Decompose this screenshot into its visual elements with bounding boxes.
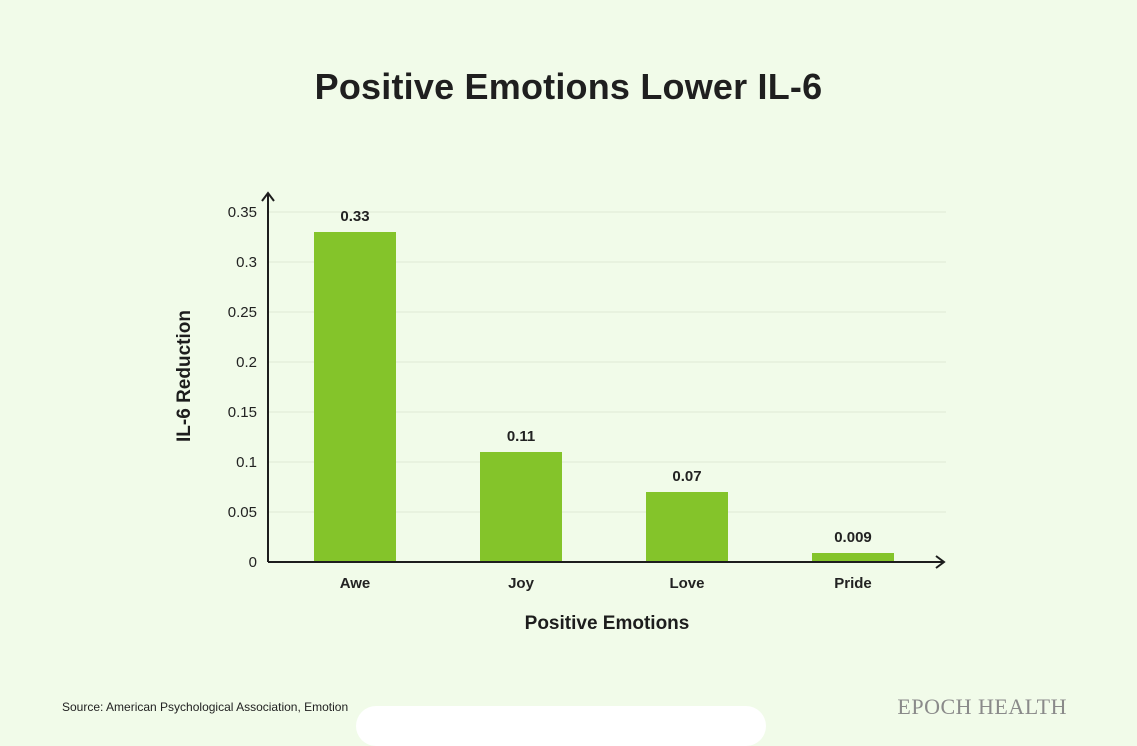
bar-awe bbox=[314, 232, 396, 562]
bar-love bbox=[646, 492, 728, 562]
x-tick-label: Awe bbox=[340, 575, 371, 592]
y-tick-label: 0.2 bbox=[236, 354, 257, 371]
y-tick-label: 0.35 bbox=[228, 204, 257, 221]
y-axis-title: IL-6 Reduction bbox=[174, 310, 195, 442]
y-tick-label: 0.05 bbox=[228, 504, 257, 521]
data-label: 0.07 bbox=[672, 468, 701, 485]
bottom-overlay-pill bbox=[356, 706, 766, 746]
y-tick-label: 0.25 bbox=[228, 304, 257, 321]
y-tick-label: 0.15 bbox=[228, 404, 257, 421]
x-axis-title: Positive Emotions bbox=[525, 613, 690, 634]
source-note: Source: American Psychological Associati… bbox=[62, 700, 349, 714]
bar-joy bbox=[480, 452, 562, 562]
x-tick-label: Pride bbox=[834, 575, 872, 592]
data-label: 0.33 bbox=[340, 208, 369, 225]
x-tick-label: Joy bbox=[508, 575, 535, 592]
y-tick-label: 0.1 bbox=[236, 454, 257, 471]
y-tick-labels: 0 0.05 0.1 0.15 0.2 0.25 0.3 0.35 bbox=[228, 204, 257, 571]
y-tick-label: 0.3 bbox=[236, 254, 257, 271]
data-label: 0.009 bbox=[834, 529, 872, 546]
y-tick-label: 0 bbox=[249, 554, 257, 571]
brand-logo: EPOCH HEALTH bbox=[897, 694, 1067, 719]
axes bbox=[261, 191, 946, 569]
bars bbox=[314, 232, 894, 562]
x-tick-labels: Awe Joy Love Pride bbox=[340, 575, 872, 592]
data-labels: 0.33 0.11 0.07 0.009 bbox=[340, 208, 871, 546]
data-label: 0.11 bbox=[507, 428, 535, 445]
bar-chart: 0 0.05 0.1 0.15 0.2 0.25 0.3 0.35 Awe Joy Love Pri… bbox=[174, 191, 946, 634]
chart-title: Positive Emotions Lower IL-6 bbox=[314, 66, 823, 107]
y-axis-arrow bbox=[261, 191, 275, 202]
bar-pride bbox=[812, 553, 894, 562]
x-axis-arrow bbox=[935, 555, 946, 569]
x-tick-label: Love bbox=[669, 575, 704, 592]
